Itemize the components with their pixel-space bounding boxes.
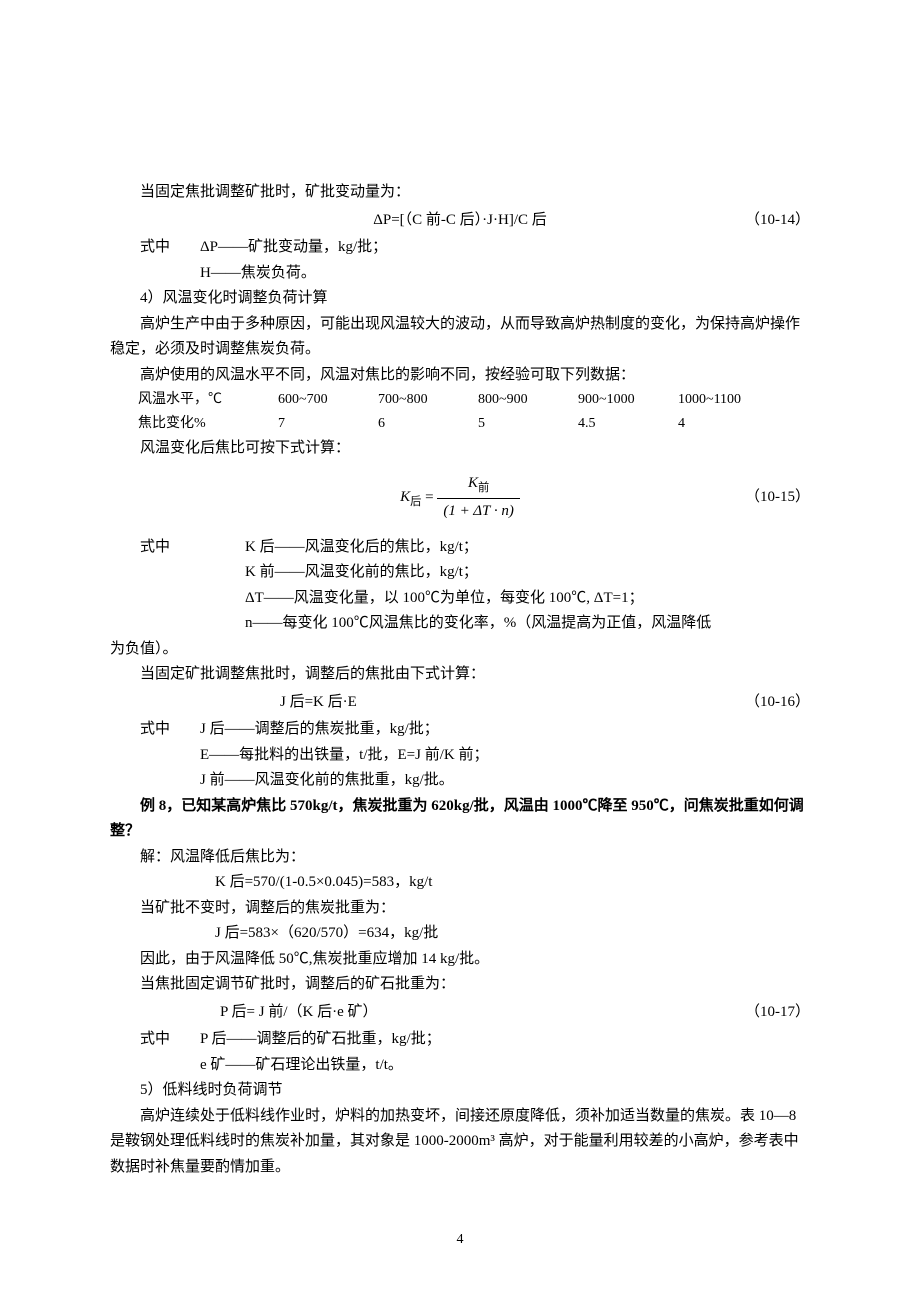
where-definition: P 后——调整后的矿石批重，kg/批； <box>200 1027 810 1053</box>
where-definition: ΔT——风温变化量，以 100℃为单位，每变化 100℃, ΔT=1； <box>245 586 810 612</box>
where-block: 式中 P 后——调整后的矿石批重，kg/批； e 矿——矿石理论出铁量，t/t。 <box>140 1027 810 1078</box>
where-block: 式中 ΔP——矿批变动量，kg/批； H——焦炭负荷。 <box>140 235 810 286</box>
example-heading: 例 8，已知某高炉焦比 570kg/t，焦炭批重为 620kg/批，风温由 10… <box>110 794 810 845</box>
where-definition: ΔP——矿批变动量，kg/批； <box>200 235 810 261</box>
where-label: 式中 <box>140 235 200 261</box>
table-cell: 4.5 <box>578 412 678 436</box>
paragraph: 当固定矿批调整焦批时，调整后的焦批由下式计算： <box>110 662 810 688</box>
table-cell: 700~800 <box>378 388 478 412</box>
equation-formula: J 后=K 后·E <box>190 690 730 716</box>
paragraph: 风温变化后焦比可按下式计算： <box>110 436 810 462</box>
where-definition: e 矿——矿石理论出铁量，t/t。 <box>200 1053 810 1079</box>
equation-number: （10-14） <box>730 208 810 234</box>
table-row: 风温水平，℃ 600~700 700~800 800~900 900~1000 … <box>138 388 810 412</box>
where-label: 式中 <box>140 535 245 561</box>
table-cell: 900~1000 <box>578 388 678 412</box>
where-block: 式中 K 后——风温变化后的焦比，kg/t； K 前——风温变化前的焦比，kg/… <box>140 535 810 637</box>
table-cell: 600~700 <box>278 388 378 412</box>
page-number: 4 <box>0 1228 920 1252</box>
equation-number: （10-16） <box>730 690 810 716</box>
equation-number: （10-15） <box>730 485 810 511</box>
table-cell: 4 <box>678 412 778 436</box>
table-cell: 6 <box>378 412 478 436</box>
table-cell: 800~900 <box>478 388 578 412</box>
paragraph: 当矿批不变时，调整后的焦炭批重为： <box>110 896 810 922</box>
where-definition: K 前——风温变化前的焦比，kg/t； <box>245 560 810 586</box>
calculation: K 后=570/(1-0.5×0.045)=583，kg/t <box>215 870 810 896</box>
paragraph: 当固定焦批调整矿批时，矿批变动量为： <box>110 180 810 206</box>
section-heading: 4）风温变化时调整负荷计算 <box>110 286 810 312</box>
where-label: 式中 <box>140 717 200 743</box>
equation-number: （10-17） <box>730 1000 810 1026</box>
where-definition: J 后——调整后的焦炭批重，kg/批； <box>200 717 810 743</box>
where-block: 式中 J 后——调整后的焦炭批重，kg/批； E——每批料的出铁量，t/批，E=… <box>140 717 810 794</box>
where-continuation: 为负值）。 <box>110 637 810 663</box>
table-cell: 1000~1100 <box>678 388 778 412</box>
calculation: J 后=583×（620/570）=634，kg/批 <box>215 921 810 947</box>
where-definition: J 前——风温变化前的焦批重，kg/批。 <box>200 768 810 794</box>
where-definition: E——每批料的出铁量，t/批，E=J 前/K 前； <box>200 743 810 769</box>
where-label: 式中 <box>140 1027 200 1053</box>
table-row: 焦比变化% 7 6 5 4.5 4 <box>138 412 810 436</box>
equation-10-17: P 后= J 前/（K 后·e 矿） （10-17） <box>110 1000 810 1026</box>
table-cell: 5 <box>478 412 578 436</box>
section-heading: 5）低料线时负荷调节 <box>110 1078 810 1104</box>
paragraph: 当焦批固定调节矿批时，调整后的矿石批重为： <box>110 972 810 998</box>
paragraph: 高炉使用的风温水平不同，风温对焦比的影响不同，按经验可取下列数据： <box>110 363 810 389</box>
table-header-cell: 焦比变化% <box>138 412 278 436</box>
equation-formula: P 后= J 前/（K 后·e 矿） <box>190 1000 730 1026</box>
table-header-cell: 风温水平，℃ <box>138 388 278 412</box>
equation-10-14: ΔP=[（C 前-C 后）·J·H]/C 后 （10-14） <box>110 208 810 234</box>
paragraph: 因此，由于风温降低 50℃,焦炭批重应增加 14 kg/批。 <box>110 947 810 973</box>
paragraph: 高炉连续处于低料线作业时，炉料的加热变坏，间接还原度降低，须补加适当数量的焦炭。… <box>110 1104 810 1181</box>
wind-temp-table: 风温水平，℃ 600~700 700~800 800~900 900~1000 … <box>138 388 810 436</box>
equation-formula: K后 = K前 (1 + ΔT · n) <box>190 471 730 525</box>
where-definition: n——每变化 100℃风温焦比的变化率，%（风温提高为正值，风温降低 <box>245 611 810 637</box>
equation-formula: ΔP=[（C 前-C 后）·J·H]/C 后 <box>190 208 730 234</box>
equation-10-15: K后 = K前 (1 + ΔT · n) （10-15） <box>110 471 810 525</box>
where-definition: H——焦炭负荷。 <box>200 261 810 287</box>
solution-line: 解：风温降低后焦比为： <box>110 845 810 871</box>
table-cell: 7 <box>278 412 378 436</box>
where-definition: K 后——风温变化后的焦比，kg/t； <box>245 535 810 561</box>
equation-10-16: J 后=K 后·E （10-16） <box>110 690 810 716</box>
paragraph: 高炉生产中由于多种原因，可能出现风温较大的波动，从而导致高炉热制度的变化，为保持… <box>110 312 810 363</box>
